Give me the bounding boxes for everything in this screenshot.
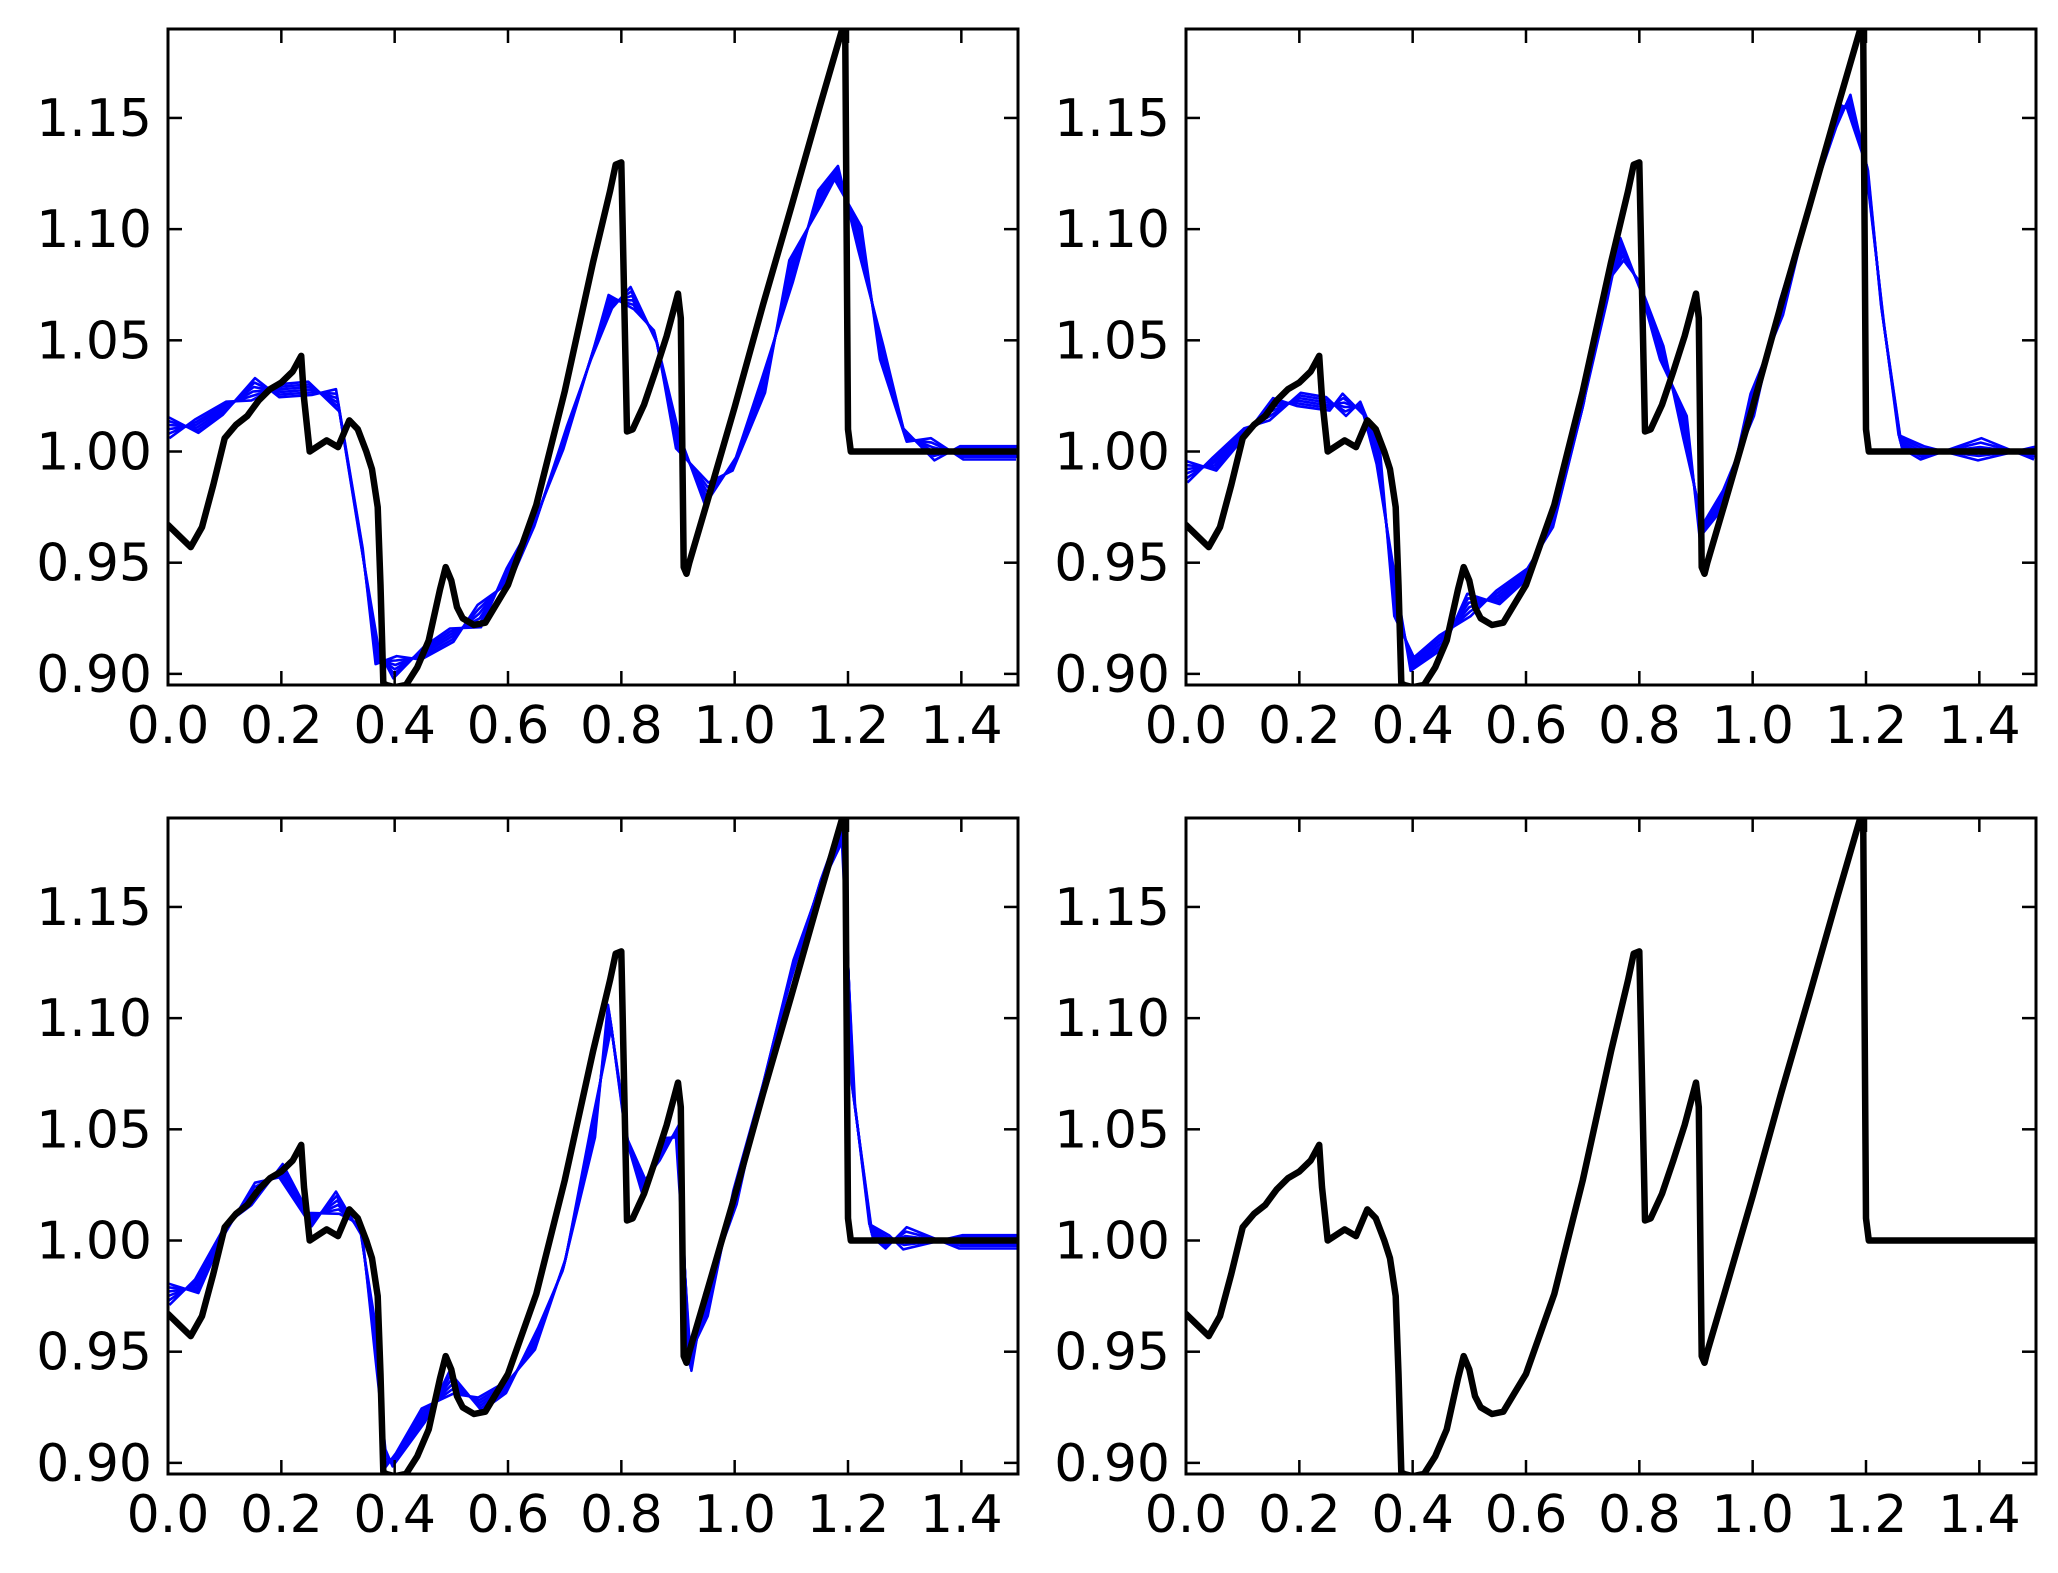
x-tick-label: 1.0 xyxy=(1711,1485,1794,1545)
x-tick-label: 0.2 xyxy=(1258,696,1341,756)
y-tick-label: 0.95 xyxy=(1054,534,1170,594)
chart-panel-bottom-right: 0.0 0.2 0.4 0.6 0.8 1.0 1.2 1.4 0.90 0.95 1.00 1.05… xyxy=(1054,816,2038,1545)
x-tick-label: 0.6 xyxy=(1485,696,1568,756)
x-tick-label: 0.2 xyxy=(240,696,323,756)
y-tick-label: 0.95 xyxy=(36,534,152,594)
y-tick-label: 0.90 xyxy=(1054,645,1170,705)
x-tick-label: 0.8 xyxy=(1598,1485,1681,1545)
chart-panel-top-left: 0.0 0.2 0.4 0.6 0.8 1.0 1.2 1.4 0.90 0.95 1.00 1.05… xyxy=(36,27,1020,756)
x-tick-label: 0.4 xyxy=(353,696,436,756)
plot-area xyxy=(168,818,1018,1474)
y-tick-label: 1.00 xyxy=(36,423,152,483)
axes-frame xyxy=(166,27,1020,687)
reference-line xyxy=(1186,818,2036,1474)
y-tick-label: 0.95 xyxy=(36,1323,152,1383)
plot-area xyxy=(1186,818,2036,1474)
axes-frame xyxy=(166,816,1020,1476)
axes-frame xyxy=(1184,816,2038,1476)
ensemble-line-6 xyxy=(1186,103,2035,673)
x-tick-label: 1.0 xyxy=(693,1485,776,1545)
x-tick-label: 1.4 xyxy=(920,696,1003,756)
x-tick-label: 0.4 xyxy=(353,1485,436,1545)
reference-line xyxy=(1186,29,2036,685)
x-tick-label: 0.8 xyxy=(580,696,663,756)
y-tick-label: 0.90 xyxy=(36,1434,152,1494)
x-tick-label: 1.4 xyxy=(1938,1485,2021,1545)
x-tick-label: 0.4 xyxy=(1371,696,1454,756)
y-tick-label: 1.05 xyxy=(36,1100,152,1160)
y-tick-label: 1.00 xyxy=(36,1212,152,1272)
x-tick-label: 0.0 xyxy=(1145,1485,1228,1545)
y-tick-label: 1.10 xyxy=(36,989,152,1049)
x-tick-label: 0.2 xyxy=(1258,1485,1341,1545)
plot-area xyxy=(1186,29,2036,685)
y-tick-label: 1.15 xyxy=(36,878,152,938)
x-tick-label: 0.8 xyxy=(580,1485,663,1545)
x-tick-label: 1.4 xyxy=(920,1485,1003,1545)
y-tick-label: 1.10 xyxy=(1054,200,1170,260)
x-tick-label: 0.2 xyxy=(240,1485,323,1545)
y-tick-label: 1.00 xyxy=(1054,423,1170,483)
x-tick-label: 0.6 xyxy=(1485,1485,1568,1545)
x-tick-label: 0.0 xyxy=(127,696,210,756)
x-tick-label: 0.6 xyxy=(467,1485,550,1545)
y-tick-label: 1.05 xyxy=(1054,1100,1170,1160)
x-tick-label: 1.0 xyxy=(693,696,776,756)
x-tick-label: 0.0 xyxy=(1145,696,1228,756)
reference-line xyxy=(168,818,1018,1474)
y-tick-label: 1.05 xyxy=(1054,311,1170,371)
y-tick-label: 1.15 xyxy=(1054,89,1170,149)
y-tick-label: 1.00 xyxy=(1054,1212,1170,1272)
y-tick-label: 0.90 xyxy=(36,645,152,705)
chart-panel-bottom-left: 0.0 0.2 0.4 0.6 0.8 1.0 1.2 1.4 0.90 0.95 1.00 1.05… xyxy=(36,816,1020,1545)
chart-panel-top-right: 0.0 0.2 0.4 0.6 0.8 1.0 1.2 1.4 0.90 0.95 1.00 1.05… xyxy=(1054,27,2038,756)
x-tick-label: 0.6 xyxy=(467,696,550,756)
x-tick-label: 1.4 xyxy=(1938,696,2021,756)
x-tick-label: 0.8 xyxy=(1598,696,1681,756)
y-tick-label: 1.05 xyxy=(36,311,152,371)
y-tick-label: 0.90 xyxy=(1054,1434,1170,1494)
y-tick-label: 1.15 xyxy=(36,89,152,149)
x-tick-label: 0.4 xyxy=(1371,1485,1454,1545)
ensemble-line-6 xyxy=(168,178,1016,666)
reference-line xyxy=(168,29,1018,685)
y-tick-label: 0.95 xyxy=(1054,1323,1170,1383)
x-tick-label: 1.2 xyxy=(807,1485,890,1545)
ensemble-series xyxy=(168,164,1018,680)
y-tick-label: 1.15 xyxy=(1054,878,1170,938)
x-tick-label: 0.0 xyxy=(127,1485,210,1545)
x-tick-label: 1.2 xyxy=(807,696,890,756)
x-tick-label: 1.2 xyxy=(1825,1485,1908,1545)
y-tick-label: 1.10 xyxy=(36,200,152,260)
x-tick-label: 1.0 xyxy=(1711,696,1794,756)
axes-frame xyxy=(1184,27,2038,687)
y-tick-label: 1.10 xyxy=(1054,989,1170,1049)
x-tick-label: 1.2 xyxy=(1825,696,1908,756)
plot-area xyxy=(168,29,1018,685)
